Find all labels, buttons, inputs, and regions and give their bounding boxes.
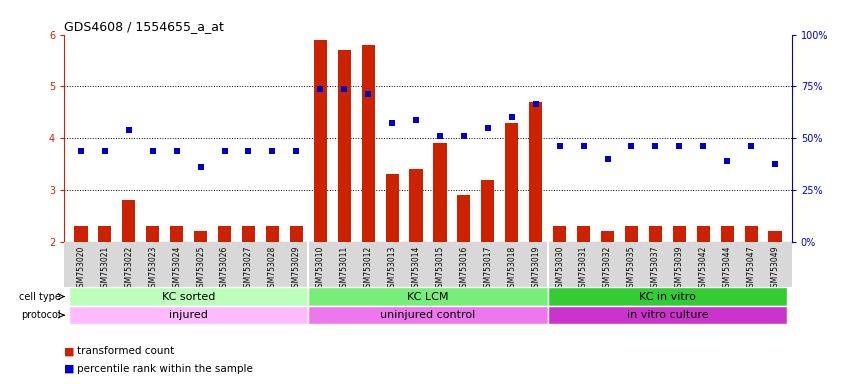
Bar	[625, 226, 638, 242]
Bar	[308, 306, 548, 324]
Text: GSM753049: GSM753049	[770, 245, 780, 292]
Text: GSM753047: GSM753047	[746, 245, 756, 292]
Text: GSM753021: GSM753021	[100, 245, 110, 291]
Text: GSM753010: GSM753010	[316, 245, 324, 292]
Text: GSM753020: GSM753020	[76, 245, 86, 292]
Text: GSM753026: GSM753026	[220, 245, 229, 292]
Bar	[649, 226, 662, 242]
Text: KC LCM: KC LCM	[407, 291, 449, 301]
Text: GSM753035: GSM753035	[627, 245, 636, 292]
Text: uninjured control: uninjured control	[380, 310, 476, 320]
Text: transformed count: transformed count	[77, 346, 175, 356]
Text: KC in vitro: KC in vitro	[639, 291, 696, 301]
Text: GSM753030: GSM753030	[556, 245, 564, 292]
Text: ■: ■	[64, 364, 74, 374]
Bar	[529, 102, 543, 242]
Bar	[361, 45, 375, 242]
Text: GSM753039: GSM753039	[675, 245, 684, 292]
Bar	[505, 122, 519, 242]
Text: GSM753025: GSM753025	[196, 245, 205, 292]
Bar	[409, 169, 423, 242]
Text: GSM753019: GSM753019	[532, 245, 540, 292]
Bar	[122, 200, 135, 242]
Bar	[98, 226, 111, 242]
Bar	[308, 287, 548, 306]
Text: GSM753031: GSM753031	[579, 245, 588, 292]
Text: GSM753024: GSM753024	[172, 245, 181, 292]
Bar	[548, 306, 787, 324]
Text: cell type: cell type	[19, 291, 61, 301]
Text: GSM753016: GSM753016	[460, 245, 468, 292]
Bar	[601, 231, 614, 242]
Bar	[697, 226, 710, 242]
Bar	[146, 226, 159, 242]
Bar	[548, 287, 787, 306]
Bar	[69, 287, 308, 306]
Bar	[481, 180, 495, 242]
Text: GSM753042: GSM753042	[698, 245, 708, 292]
Text: injured: injured	[169, 310, 208, 320]
Bar	[337, 50, 351, 242]
Text: GSM753018: GSM753018	[508, 245, 516, 291]
Bar	[577, 226, 590, 242]
Bar	[745, 226, 758, 242]
Bar	[769, 231, 782, 242]
Bar	[673, 226, 686, 242]
Bar	[290, 226, 303, 242]
Text: GSM753027: GSM753027	[244, 245, 253, 292]
Bar	[242, 226, 255, 242]
Text: GSM753029: GSM753029	[292, 245, 300, 292]
Text: GSM753014: GSM753014	[412, 245, 420, 292]
Bar	[69, 306, 308, 324]
Bar	[74, 226, 87, 242]
Bar	[553, 226, 566, 242]
Text: ■: ■	[64, 346, 74, 356]
Bar	[433, 143, 447, 242]
Text: GSM753015: GSM753015	[436, 245, 444, 292]
Text: GSM753037: GSM753037	[651, 245, 660, 292]
Bar	[721, 226, 734, 242]
Bar	[194, 231, 207, 242]
Text: GDS4608 / 1554655_a_at: GDS4608 / 1554655_a_at	[64, 20, 224, 33]
Text: GSM753013: GSM753013	[388, 245, 396, 292]
Bar	[218, 226, 231, 242]
Text: GSM753011: GSM753011	[340, 245, 348, 291]
Text: percentile rank within the sample: percentile rank within the sample	[77, 364, 253, 374]
Text: GSM753044: GSM753044	[722, 245, 732, 292]
Bar	[170, 226, 183, 242]
Text: in vitro culture: in vitro culture	[627, 310, 708, 320]
Bar	[313, 40, 327, 242]
Bar	[266, 226, 279, 242]
Bar	[385, 174, 399, 242]
Text: GSM753012: GSM753012	[364, 245, 372, 291]
Text: KC sorted: KC sorted	[162, 291, 216, 301]
Text: GSM753022: GSM753022	[124, 245, 134, 291]
Bar	[457, 195, 471, 242]
Text: GSM753023: GSM753023	[148, 245, 158, 292]
Text: GSM753028: GSM753028	[268, 245, 277, 291]
Text: protocol: protocol	[21, 310, 61, 320]
Text: GSM753032: GSM753032	[603, 245, 612, 292]
Text: GSM753017: GSM753017	[484, 245, 492, 292]
